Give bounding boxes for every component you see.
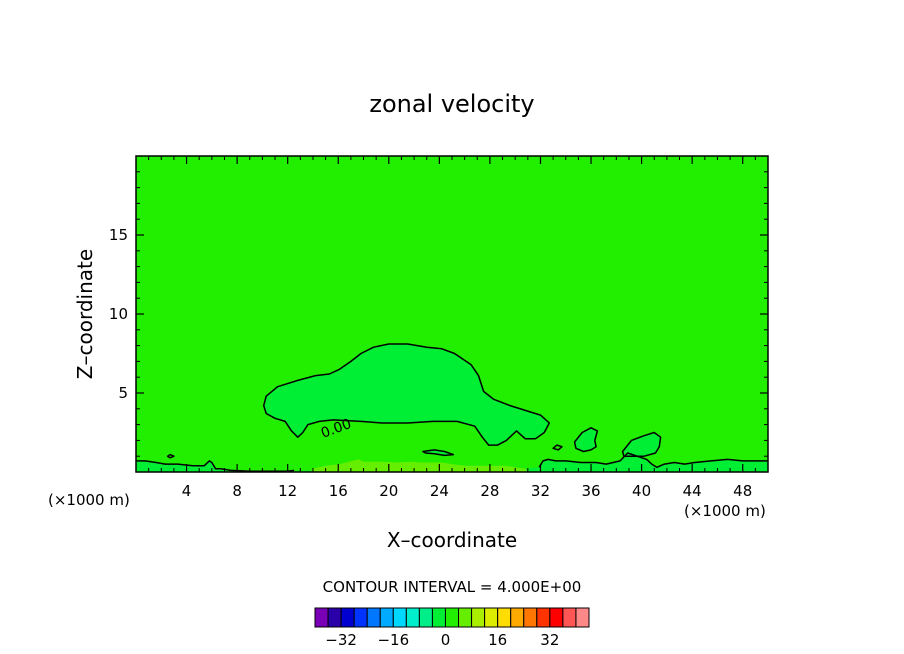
colorbar-swatch [314, 607, 329, 628]
colorbar-swatch [510, 607, 525, 628]
region-low-negative [310, 459, 528, 472]
x-tick-label: 36 [581, 482, 600, 500]
colorbar-swatch [471, 607, 486, 628]
x-units-left: (×1000 m) [48, 491, 130, 509]
colorbar-tick-label: 0 [441, 631, 451, 649]
contour-blob-33 [573, 427, 599, 453]
x-tick-label: 20 [379, 482, 398, 500]
colorbar-swatch [575, 607, 590, 628]
contour-blob-39 [621, 431, 662, 457]
contour-small-33 [552, 444, 563, 451]
x-tick-label: 28 [480, 482, 499, 500]
contour-surface [136, 460, 295, 472]
x-tick-label: 48 [733, 482, 752, 500]
contour-blob-23 [422, 449, 455, 457]
x-tick-label: 4 [182, 482, 192, 500]
x-tick-label: 16 [329, 482, 348, 500]
colorbar-swatch [418, 607, 433, 628]
colorbar-swatch [392, 607, 407, 628]
plot-background [136, 156, 768, 472]
x-tick-label: 44 [683, 482, 702, 500]
colorbar-swatch [562, 607, 577, 628]
colorbar-swatch [523, 607, 538, 628]
colorbar-swatch [484, 607, 499, 628]
region-surface-strip [136, 453, 768, 472]
colorbar-swatch [353, 607, 368, 628]
colorbar-tick-label: 32 [540, 631, 559, 649]
colorbar-swatch [340, 607, 355, 628]
colorbar-swatch [444, 607, 460, 628]
y-tick-label: 5 [118, 384, 128, 402]
y-tick-label: 10 [109, 305, 128, 323]
contour-interval-text: CONTOUR INTERVAL = 4.000E+00 [323, 578, 582, 596]
x-tick-label: 32 [531, 482, 550, 500]
region-blob-23 [422, 449, 454, 456]
contour-lines [136, 343, 768, 472]
colorbar-swatch [497, 607, 512, 628]
colorbar-swatch [536, 607, 551, 628]
colorbar-swatch [405, 607, 420, 628]
contour-main-closed [262, 343, 551, 446]
colorbar-tick-label: −32 [325, 631, 357, 649]
x-axis-label: X–coordinate [387, 528, 517, 552]
x-tick-label: 12 [278, 482, 297, 500]
colorbar: −32 −16 0 16 32 [314, 607, 590, 649]
colorbar-tick-label: −16 [377, 631, 409, 649]
colorbar-tick-label: 16 [488, 631, 507, 649]
x-tick-label: 40 [632, 482, 651, 500]
region-blob-39 [622, 432, 661, 457]
x-tick-label: 8 [232, 482, 242, 500]
colorbar-swatch [379, 607, 394, 628]
colorbar-swatch [458, 607, 473, 628]
chart-title: zonal velocity [369, 90, 534, 118]
x-units-right: (×1000 m) [684, 502, 766, 520]
y-tick-label: 15 [109, 226, 128, 244]
contour-small-3 [166, 453, 175, 459]
colorbar-swatch [549, 607, 564, 628]
x-tick-label: 24 [430, 482, 449, 500]
region-blob-33 [574, 427, 598, 452]
colorbar-swatch [366, 607, 381, 628]
y-axis-label: Z–coordinate [73, 249, 97, 379]
colorbar-swatch [327, 607, 342, 628]
contour-surface-right [538, 452, 768, 469]
colorbar-swatch [431, 607, 446, 628]
